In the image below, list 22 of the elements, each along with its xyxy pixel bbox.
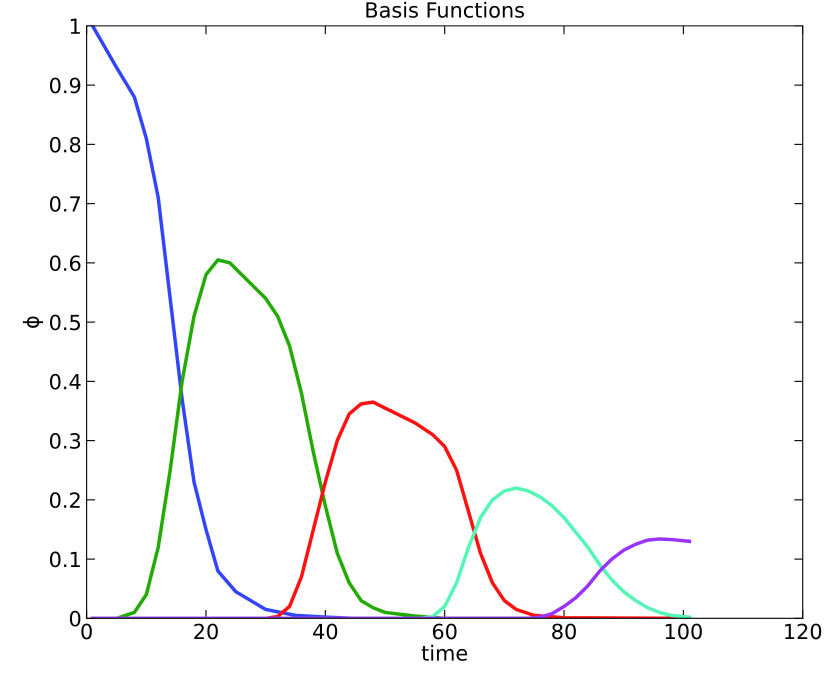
chart-title: Basis Functions	[366, 2, 524, 18]
y-tick-label: 0.3	[50, 433, 80, 449]
y-tick-label: 0.9	[50, 78, 80, 94]
x-tick-label: 20	[194, 624, 218, 640]
y-tick-label: 0.2	[50, 492, 80, 508]
line-series	[90, 537, 692, 618]
x-tick-label: 100	[666, 624, 702, 640]
x-tick-label: 60	[432, 624, 457, 640]
x-tick-label: 0	[81, 624, 92, 640]
y-tick-label: 0.4	[50, 374, 81, 390]
y-tick-label: 0	[70, 610, 80, 627]
x-axis-title: time	[422, 644, 468, 661]
x-tick-label: 120	[785, 624, 822, 640]
y-axis-title: ϕ	[22, 316, 44, 328]
x-tick-label: 80	[552, 624, 576, 640]
y-tick-label: 0.1	[50, 552, 80, 568]
y-tick-label: 0.8	[50, 136, 80, 153]
y-tick-label: 0.7	[50, 196, 80, 212]
y-tick-label: 0.5	[50, 314, 80, 330]
x-tick-label: 40	[313, 624, 338, 640]
y-tick-label: 1	[70, 18, 80, 34]
y-tick-label: 0.6	[50, 255, 80, 272]
